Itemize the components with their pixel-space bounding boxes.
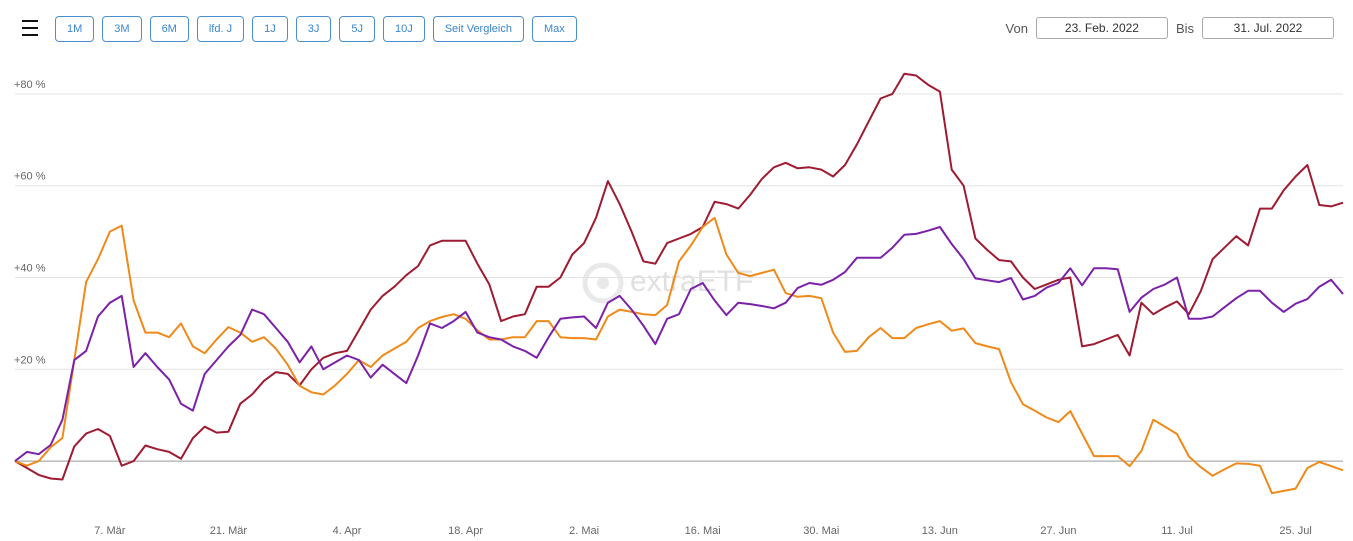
x-tick-label: 13. Jun xyxy=(922,525,958,537)
x-tick-label: 21. Mär xyxy=(210,525,248,537)
y-tick-label: +20 % xyxy=(14,354,46,366)
range-button[interactable]: Max xyxy=(531,16,577,42)
series-line xyxy=(14,216,1344,495)
series-line xyxy=(14,72,1344,481)
x-tick-label: 7. Mär xyxy=(94,525,126,537)
series-line xyxy=(14,226,1344,462)
range-button[interactable]: Seit Vergleich xyxy=(432,16,524,42)
x-tick-label: 2. Mai xyxy=(569,525,599,537)
range-button[interactable]: 10J xyxy=(382,16,425,42)
from-label: Von xyxy=(1005,20,1028,36)
from-input[interactable]: 23. Feb. 2022 xyxy=(1035,17,1168,39)
x-tick-label: 11. Jul xyxy=(1161,525,1193,537)
to-label: Bis xyxy=(1175,20,1194,36)
x-tick-label: 4. Apr xyxy=(333,525,362,537)
range-button[interactable]: 6M xyxy=(149,16,189,42)
x-tick-label: 27. Jun xyxy=(1040,525,1076,537)
range-button[interactable]: 1J xyxy=(252,16,288,42)
x-tick-label: 30. Mai xyxy=(803,525,839,537)
range-button[interactable]: 3M xyxy=(102,16,142,42)
y-tick-label: +40 % xyxy=(14,263,46,275)
x-tick-label: 16. Mai xyxy=(685,525,721,537)
menu-icon[interactable] xyxy=(22,20,38,36)
x-tick-label: 25. Jul xyxy=(1279,525,1311,537)
x-tick-label: 18. Apr xyxy=(448,525,483,537)
range-button[interactable]: 3J xyxy=(295,16,332,42)
range-button[interactable]: 1M xyxy=(55,16,95,42)
y-tick-label: +80 % xyxy=(14,79,46,91)
range-button[interactable]: lfd. J xyxy=(196,16,245,42)
range-buttons: 1M 3M 6M lfd. J 1J 3J 5J 10J Seit Vergleich Max xyxy=(55,16,577,42)
date-range: Von 23. Feb. 2022 Bis 31. Jul. 2022 xyxy=(1006,17,1334,39)
watermark: extraETF xyxy=(630,265,753,298)
y-tick-label: +60 % xyxy=(14,171,46,183)
to-input[interactable]: 31. Jul. 2022 xyxy=(1202,17,1334,39)
watermark-logo xyxy=(582,262,624,304)
range-button[interactable]: 5J xyxy=(339,16,375,42)
